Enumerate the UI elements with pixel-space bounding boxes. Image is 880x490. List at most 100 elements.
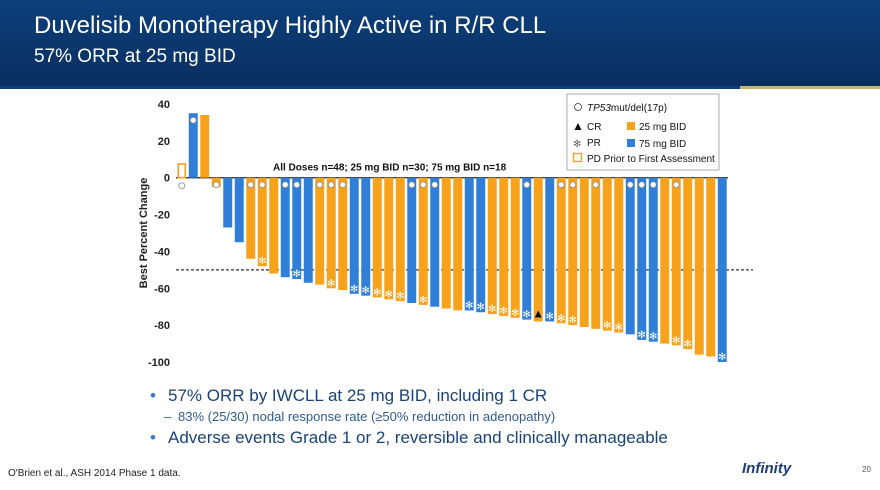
bar bbox=[292, 177, 302, 280]
legend-pr: PR bbox=[587, 138, 601, 149]
legend-tp53-suffix: mut/del(17p) bbox=[611, 103, 667, 114]
pr-marker: ✻ bbox=[684, 339, 692, 350]
tp53-marker bbox=[672, 181, 680, 189]
bullet-list: 57% ORR by IWCLL at 25 mg BID, including… bbox=[150, 384, 790, 450]
tp53-marker bbox=[258, 181, 266, 189]
bar bbox=[441, 177, 451, 309]
pr-marker: ✻ bbox=[385, 289, 393, 300]
bar bbox=[706, 177, 716, 357]
bars bbox=[177, 113, 727, 362]
legend-dose75: 75 mg BID bbox=[639, 139, 686, 150]
bar bbox=[476, 177, 486, 313]
y-tick-label: -20 bbox=[154, 210, 170, 222]
tp53-marker bbox=[293, 181, 301, 189]
y-tick-label: 20 bbox=[158, 136, 170, 148]
bar bbox=[683, 177, 693, 350]
pr-marker: ✻ bbox=[649, 332, 657, 343]
bullet-2: Adverse events Grade 1 or 2, reversible … bbox=[150, 426, 790, 450]
dose75-legend-swatch bbox=[627, 139, 635, 147]
legend-cr: CR bbox=[587, 122, 601, 133]
bar bbox=[568, 177, 578, 326]
pr-marker: ✻ bbox=[672, 335, 680, 346]
bar bbox=[671, 177, 681, 346]
bar bbox=[349, 177, 359, 294]
bar bbox=[395, 177, 405, 302]
pr-marker: ✻ bbox=[569, 315, 577, 326]
pr-marker: ✻ bbox=[465, 300, 473, 311]
footer-citation: O'Brien et al., ASH 2014 Phase 1 data. bbox=[8, 468, 181, 479]
bar bbox=[522, 177, 532, 320]
tp53-marker bbox=[316, 181, 324, 189]
tp53-marker bbox=[557, 181, 565, 189]
tp53-marker bbox=[339, 181, 347, 189]
legend-pd: PD Prior to First Assessment bbox=[587, 154, 715, 165]
bar bbox=[579, 177, 589, 327]
bar bbox=[188, 113, 198, 178]
bar bbox=[372, 177, 382, 298]
bullet-1: 57% ORR by IWCLL at 25 mg BID, including… bbox=[150, 384, 790, 408]
pr-marker: ✻ bbox=[638, 330, 646, 341]
waterfall-chart: Best Percent Change All Doses n=48; 25 m… bbox=[138, 93, 753, 369]
legend-dose25: 25 mg BID bbox=[639, 122, 686, 133]
pr-marker: ✻ bbox=[603, 321, 611, 332]
dose25-legend-swatch bbox=[627, 122, 635, 130]
tp53-marker bbox=[212, 181, 220, 189]
y-ticks: 40 20 0 -20 -40 -60 -80 -100 bbox=[148, 99, 170, 369]
bar bbox=[625, 177, 635, 335]
pr-marker: ✻ bbox=[488, 304, 496, 315]
tp53-marker bbox=[626, 181, 634, 189]
y-tick-label: -40 bbox=[154, 246, 170, 258]
bar bbox=[648, 177, 658, 342]
pr-marker: ✻ bbox=[350, 284, 358, 295]
bar bbox=[223, 177, 233, 228]
bar bbox=[510, 177, 520, 318]
bar bbox=[280, 177, 290, 278]
tp53-marker bbox=[569, 181, 577, 189]
y-tick-label: -60 bbox=[154, 283, 170, 295]
bar bbox=[717, 177, 727, 362]
bar bbox=[533, 177, 543, 322]
slide-title: Duvelisib Monotherapy Highly Active in R… bbox=[34, 12, 547, 39]
bar bbox=[418, 177, 428, 305]
pr-marker: ✻ bbox=[546, 311, 554, 322]
page-number: 20 bbox=[862, 465, 871, 474]
bar bbox=[361, 177, 371, 296]
slide-subtitle: 57% ORR at 25 mg BID bbox=[34, 46, 236, 67]
pr-marker: ✻ bbox=[419, 295, 427, 306]
bar bbox=[257, 177, 267, 267]
bar bbox=[315, 177, 325, 285]
bar bbox=[614, 177, 624, 333]
company-logo: Infinity bbox=[742, 460, 792, 477]
header-rule-accent bbox=[740, 86, 880, 89]
y-tick-label: 40 bbox=[158, 99, 170, 111]
tp53-marker bbox=[178, 182, 186, 190]
pr-marker: ✻ bbox=[293, 269, 301, 280]
pr-marker: ✻ bbox=[511, 308, 519, 319]
bar bbox=[246, 177, 256, 259]
bar bbox=[200, 115, 210, 178]
pr-marker: ✻ bbox=[477, 302, 485, 313]
bar bbox=[384, 177, 394, 300]
pr-marker: ✻ bbox=[557, 313, 565, 324]
bullet-1-sub: 83% (25/30) nodal response rate (≥50% re… bbox=[150, 408, 790, 426]
pr-marker: ✻ bbox=[362, 286, 370, 297]
pr-marker: ✻ bbox=[718, 352, 726, 363]
cr-marker bbox=[534, 310, 542, 318]
legend: TP53mut/del(17p) CR 25 mg BID ✻ PR 75 mg… bbox=[566, 93, 720, 171]
bar bbox=[303, 177, 313, 283]
pr-marker: ✻ bbox=[615, 323, 623, 334]
bar bbox=[269, 177, 279, 274]
tp53-marker bbox=[408, 181, 416, 189]
bar bbox=[694, 177, 704, 355]
y-tick-label: -100 bbox=[148, 357, 170, 369]
pr-marker: ✻ bbox=[523, 310, 531, 321]
pd-legend-icon bbox=[572, 152, 583, 163]
bar bbox=[453, 177, 463, 311]
tp53-marker bbox=[281, 181, 289, 189]
bar bbox=[338, 177, 348, 291]
tp53-legend-icon bbox=[574, 103, 582, 111]
pr-marker: ✻ bbox=[396, 291, 404, 302]
tp53-marker bbox=[649, 181, 657, 189]
pr-marker: ✻ bbox=[500, 306, 508, 317]
bar bbox=[464, 177, 474, 311]
